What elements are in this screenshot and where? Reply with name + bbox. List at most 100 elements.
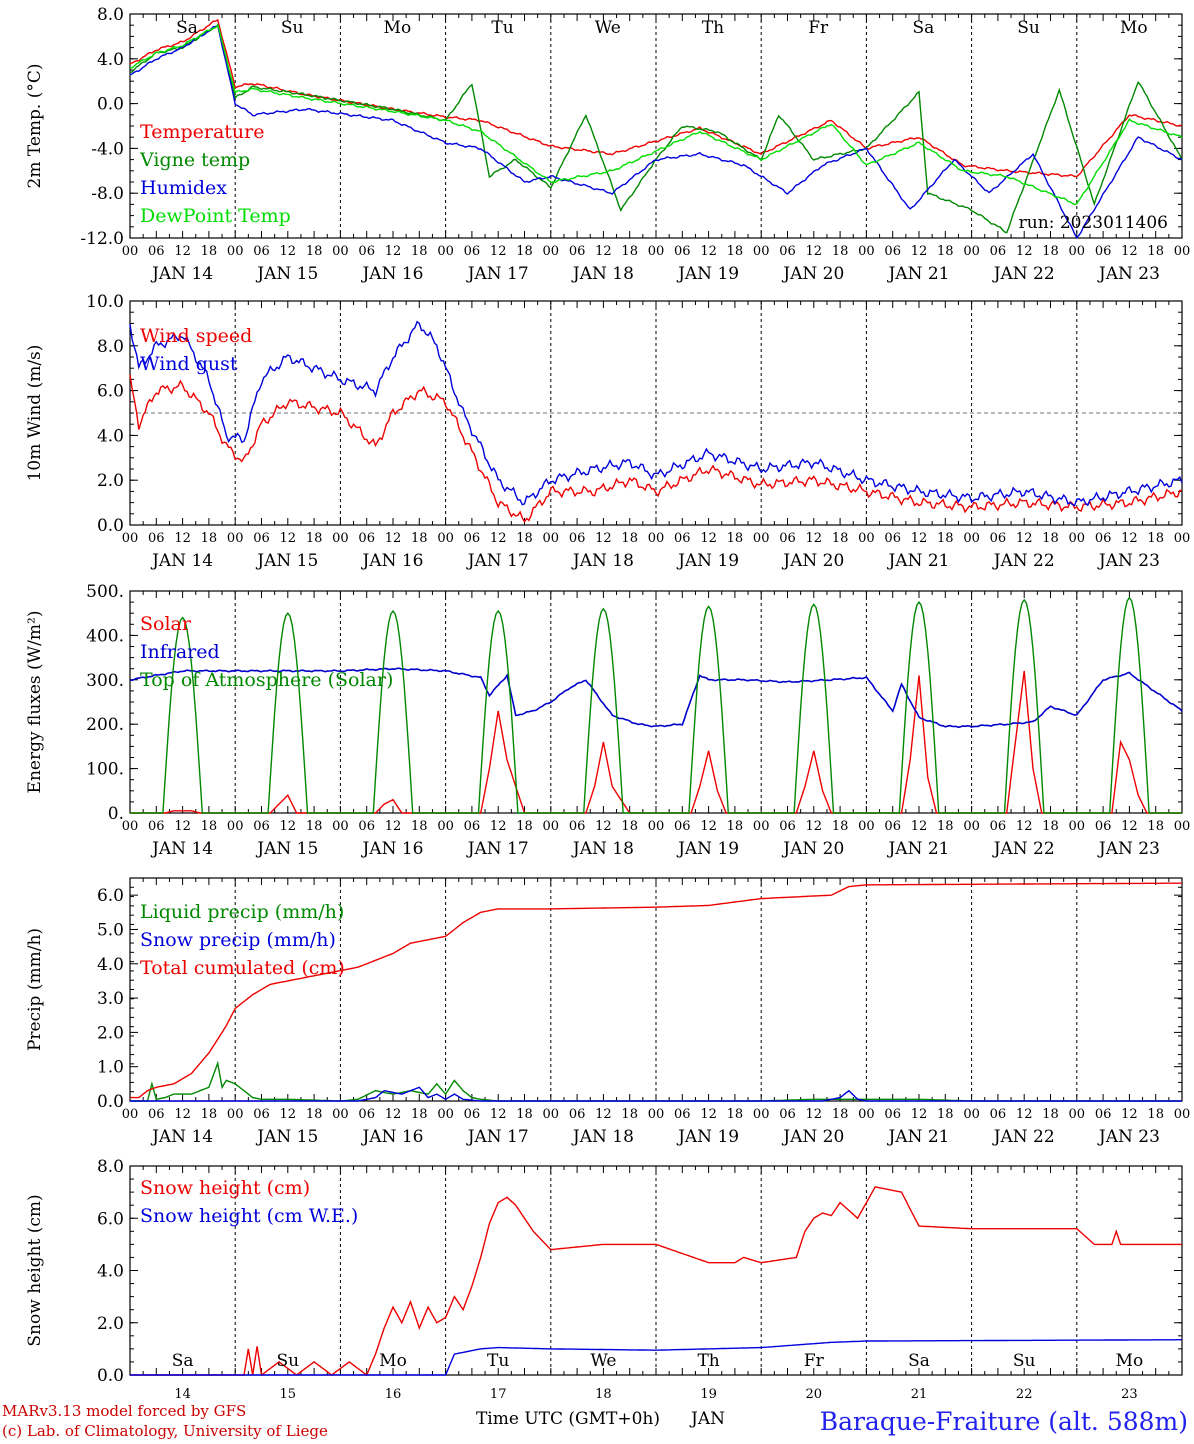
y-tick-label: 500. — [86, 582, 124, 602]
y-axis-label: 10m Wind (m/s) — [25, 345, 45, 482]
x-day-label: JAN 20 — [781, 839, 844, 859]
x-hour-label: 12 — [385, 819, 402, 834]
x-hour-label: 12 — [490, 531, 507, 546]
x-hour-label: 18 — [411, 819, 428, 834]
x-hour-label: 12 — [700, 531, 717, 546]
x-hour-label: 06 — [990, 531, 1007, 546]
x-hour-label: 00 — [648, 819, 665, 834]
x-hour-label: 18 — [1147, 819, 1164, 834]
x-hour-label: 12 — [806, 531, 823, 546]
x-hour-label: 00 — [332, 819, 349, 834]
y-tick-label: 2.0 — [97, 471, 124, 491]
x-hour-label: 06 — [569, 1107, 586, 1122]
x-hour-label: 06 — [1095, 531, 1112, 546]
x-hour-label: 12 — [1121, 244, 1138, 259]
x-hour-label: 12 — [911, 244, 928, 259]
y-tick-label: 8.0 — [97, 337, 124, 357]
legend-entry: Wind gust — [140, 353, 238, 375]
x-hour-label: 00 — [332, 1107, 349, 1122]
x-hour-label: 18 — [727, 531, 744, 546]
x-day-label: JAN 18 — [571, 1127, 634, 1147]
x-hour-label: 00 — [1174, 244, 1191, 259]
x-hour-label: 06 — [779, 819, 796, 834]
weekday-label-bottom: Mo — [1116, 1351, 1144, 1371]
weekday-label-bottom: Mo — [379, 1351, 407, 1371]
y-axis-label: 2m Temp. (°C) — [25, 63, 45, 188]
x-day-label: JAN 14 — [150, 1127, 213, 1147]
x-hour-label: 18 — [201, 819, 218, 834]
x-hour-label: 06 — [779, 531, 796, 546]
x-day-label: JAN 22 — [992, 264, 1055, 284]
x-hour-label: 00 — [227, 1107, 244, 1122]
x-day-label: JAN 19 — [676, 551, 739, 571]
x-day-number: 23 — [1121, 1387, 1138, 1402]
legend-entry: Snow height (cm) — [140, 1177, 310, 1199]
weekday-label-bottom: Sa — [172, 1351, 194, 1371]
x-hour-label: 06 — [253, 1107, 270, 1122]
x-hour-label: 18 — [621, 244, 638, 259]
y-tick-label: 10.0 — [86, 292, 124, 312]
x-hour-label: 18 — [937, 819, 954, 834]
x-day-label: JAN 16 — [360, 264, 423, 284]
x-hour-label: 00 — [858, 244, 875, 259]
x-hour-label: 18 — [621, 1107, 638, 1122]
x-hour-label: 18 — [727, 244, 744, 259]
x-day-label: JAN 17 — [466, 839, 529, 859]
x-hour-label: 18 — [411, 531, 428, 546]
weekday-label: Su — [1017, 18, 1040, 38]
x-hour-label: 18 — [411, 244, 428, 259]
x-hour-label: 06 — [884, 244, 901, 259]
x-hour-label: 12 — [385, 244, 402, 259]
y-tick-label: 1.0 — [97, 1058, 124, 1078]
x-hour-label: 06 — [148, 244, 165, 259]
x-hour-label: 06 — [253, 531, 270, 546]
x-hour-label: 12 — [1121, 819, 1138, 834]
y-axis-label: Snow height (cm) — [25, 1194, 45, 1346]
x-day-label: JAN 21 — [886, 1127, 949, 1147]
x-hour-label: 00 — [437, 1107, 454, 1122]
legend-entry: Temperature — [140, 121, 264, 143]
x-hour-label: 12 — [595, 819, 612, 834]
x-hour-label: 00 — [437, 244, 454, 259]
series-line-snow-precip-mm-h- — [130, 1086, 1182, 1102]
x-hour-label: 00 — [1069, 531, 1086, 546]
x-day-label: JAN 20 — [781, 551, 844, 571]
x-hour-label: 12 — [174, 244, 191, 259]
x-hour-label: 00 — [1069, 819, 1086, 834]
y-tick-label: 5.0 — [97, 920, 124, 940]
x-hour-label: 00 — [543, 531, 560, 546]
y-tick-label: -12.0 — [80, 229, 124, 249]
x-day-label: JAN 18 — [571, 839, 634, 859]
y-tick-label: 0.0 — [97, 1092, 124, 1112]
weekday-label-bottom: Th — [697, 1351, 719, 1371]
x-hour-label: 06 — [464, 1107, 481, 1122]
panel-5 — [129, 1165, 1183, 1377]
x-day-label: JAN 22 — [992, 551, 1055, 571]
x-hour-label: 12 — [595, 531, 612, 546]
x-hour-label: 12 — [1121, 1107, 1138, 1122]
y-tick-label: 2.0 — [97, 1023, 124, 1043]
x-hour-label: 12 — [1016, 1107, 1033, 1122]
x-hour-label: 00 — [963, 819, 980, 834]
x-hour-label: 06 — [464, 244, 481, 259]
x-hour-label: 12 — [595, 244, 612, 259]
x-hour-label: 06 — [674, 1107, 691, 1122]
x-hour-label: 18 — [201, 244, 218, 259]
series-line-total-cumulated-cm- — [130, 882, 1183, 1099]
weekday-label: Sa — [912, 18, 934, 38]
x-hour-label: 12 — [385, 1107, 402, 1122]
x-hour-label: 06 — [358, 531, 375, 546]
x-day-label: JAN 14 — [150, 839, 213, 859]
y-tick-label: 4.0 — [97, 1262, 124, 1282]
x-hour-label: 12 — [1121, 531, 1138, 546]
x-hour-label: 00 — [753, 244, 770, 259]
x-day-label: JAN 15 — [255, 551, 318, 571]
x-hour-label: 12 — [911, 819, 928, 834]
y-tick-label: 3.0 — [97, 989, 124, 1009]
x-day-label: JAN 23 — [1097, 551, 1160, 571]
weekday-label-bottom: Sa — [908, 1351, 930, 1371]
x-day-number: 22 — [1016, 1387, 1033, 1402]
y-tick-label: 8.0 — [97, 1157, 124, 1177]
x-hour-label: 00 — [963, 244, 980, 259]
